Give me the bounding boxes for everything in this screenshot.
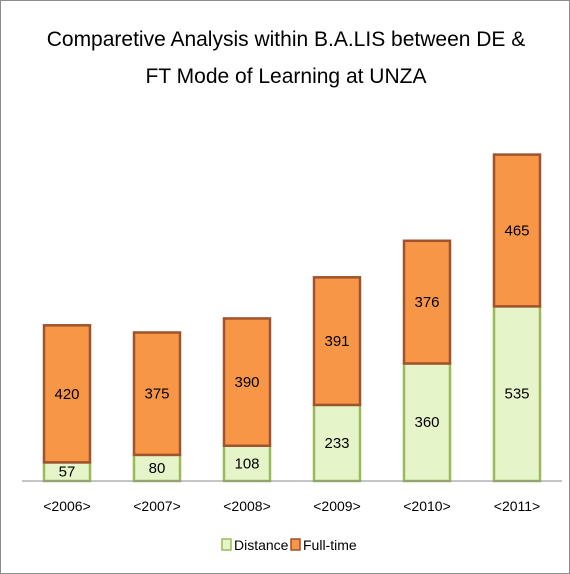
bar-full-time-2 — [222, 317, 272, 447]
data-label-distance-4: 360 — [414, 414, 439, 431]
bar-full-time-3 — [312, 276, 362, 407]
data-label-distance-5: 535 — [504, 386, 529, 403]
legend-key-full-time — [290, 538, 301, 551]
data-label-full-time-1: 375 — [144, 386, 169, 403]
data-label-distance-2: 108 — [234, 455, 259, 472]
chart-title-line-2: FT Mode of Learning at UNZA — [145, 65, 427, 88]
data-label-full-time-4: 376 — [414, 294, 439, 311]
data-label-full-time-2: 390 — [234, 374, 259, 391]
bar-full-time-5 — [492, 153, 542, 308]
x-tick-label-5: <2011> — [494, 498, 540, 514]
bar-full-time-1 — [132, 331, 182, 457]
x-tick-label-0: <2006> — [43, 498, 91, 514]
data-label-distance-1: 80 — [149, 460, 166, 477]
x-tick-labels: <2006> <2007> <2008> <2009> <2010> <2011> — [43, 498, 540, 514]
legend: Distance Full-time — [221, 537, 357, 553]
chart-title-line-1: Comparetive Analysis within B.A.LIS betw… — [46, 28, 526, 51]
bar-distance-2 — [222, 444, 272, 483]
legend-label-full-time: Full-time — [303, 537, 357, 553]
bar-distance-1 — [132, 453, 182, 483]
bar-full-time-4 — [402, 239, 452, 365]
bar-full-time-0 — [42, 324, 92, 464]
data-label-full-time-5: 465 — [504, 222, 529, 239]
legend-label-distance: Distance — [234, 537, 289, 553]
bars-group: 57 420 80 375 108 390 233 391 360 376 535 465 — [42, 153, 542, 483]
legend-key-distance — [221, 538, 232, 551]
data-label-full-time-3: 391 — [324, 333, 349, 350]
x-tick-label-2: <2008> — [223, 498, 271, 514]
chart-title: Comparetive Analysis within B.A.LIS betw… — [21, 21, 551, 95]
x-tick-label-4: <2010> — [403, 498, 451, 514]
x-tick-label-3: <2009> — [313, 498, 361, 514]
data-label-distance-0: 57 — [59, 464, 76, 481]
data-label-distance-3: 233 — [324, 435, 349, 452]
x-tick-label-1: <2007> — [133, 498, 181, 514]
data-label-full-time-0: 420 — [54, 386, 79, 403]
